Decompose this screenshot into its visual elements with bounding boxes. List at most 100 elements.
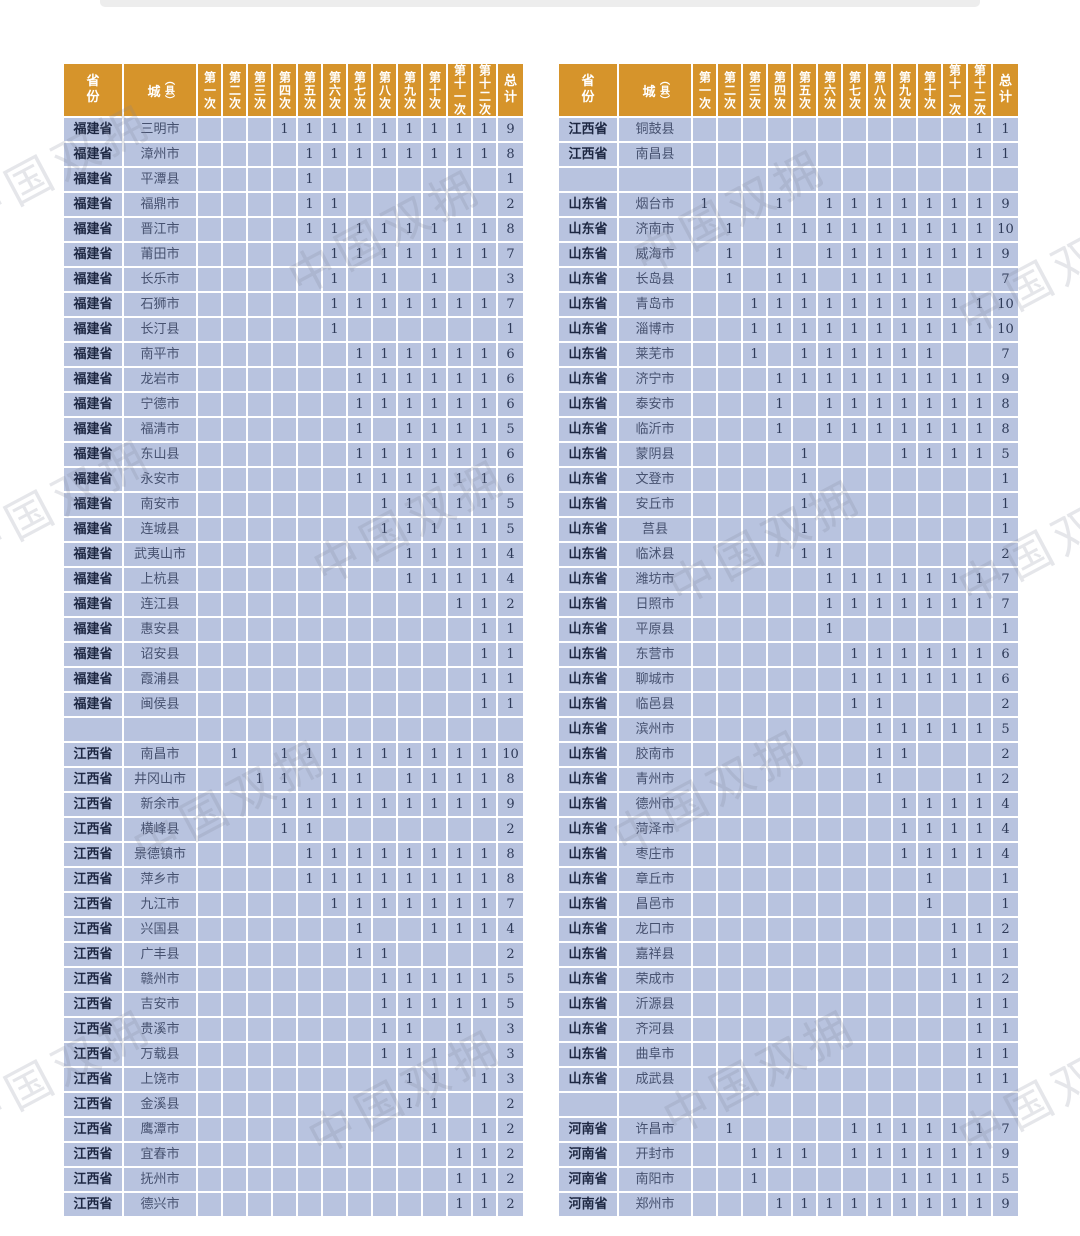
value-cell [323,1018,346,1041]
table-wrapper-left: 省 份城（县） 第一次 第二次 第三次 第四次 第五次 第六次 第七次 第八次 第九次 第十次 第十一… [62,62,525,1218]
total-cell: 10 [993,293,1018,316]
value-cell [868,518,891,541]
value-cell [323,1093,346,1116]
value-cell [793,793,816,816]
value-cell: 1 [968,1193,991,1216]
value-cell [448,1068,471,1091]
value-cell [223,368,246,391]
visit-header-label: 第八次 [377,70,392,110]
value-cell: 1 [373,218,396,241]
province-cell: 山东省 [559,718,617,741]
value-cell [273,218,296,241]
value-cell: 1 [843,1118,866,1141]
total-cell: 9 [993,1193,1018,1216]
table-row: 河南省 南阳市 1 1 1 1 1 5 [559,1168,1018,1191]
value-cell [943,1093,966,1116]
value-cell [273,1193,296,1216]
value-cell [223,268,246,291]
value-cell [398,818,421,841]
value-cell: 1 [843,668,866,691]
table-row: 山东省 菏泽市 1 1 1 1 4 [559,818,1018,841]
value-cell [768,768,791,791]
province-cell: 江西省 [559,143,617,166]
value-cell [868,868,891,891]
value-cell [273,168,296,191]
value-cell [273,893,296,916]
value-cell [273,843,296,866]
table-row: 山东省 文登市 1 1 [559,468,1018,491]
value-cell: 1 [448,743,471,766]
value-cell [348,1068,371,1091]
table-row: 江西省 金溪县 1 1 2 [64,1093,523,1116]
value-cell: 1 [373,743,396,766]
city-cell: 平潭县 [124,168,196,191]
value-cell [743,1018,766,1041]
value-cell [373,768,396,791]
value-cell: 1 [323,768,346,791]
city-cell: 菏泽市 [619,818,691,841]
value-cell [198,793,221,816]
value-cell [918,468,941,491]
city-cell: 新余市 [124,793,196,816]
province-cell: 江西省 [64,968,122,991]
total-cell: 1 [993,618,1018,641]
value-cell [843,943,866,966]
value-cell: 1 [448,368,471,391]
value-cell: 1 [448,518,471,541]
value-cell [693,318,716,341]
total-cell: 1 [993,1068,1018,1091]
value-cell [693,468,716,491]
value-cell [248,743,271,766]
value-cell [818,768,841,791]
value-cell: 1 [793,443,816,466]
province-cell: 山东省 [559,643,617,666]
value-cell [793,1018,816,1041]
value-cell: 1 [843,218,866,241]
value-cell [348,1143,371,1166]
value-cell [818,793,841,816]
table-row: 山东省 日照市 1 1 1 1 1 1 1 7 [559,593,1018,616]
value-cell [968,868,991,891]
value-cell [248,368,271,391]
value-cell: 1 [918,793,941,816]
value-cell [868,468,891,491]
value-cell [348,643,371,666]
value-cell [918,543,941,566]
value-cell [223,543,246,566]
value-cell [693,918,716,941]
value-cell [893,993,916,1016]
table-row: 山东省 济宁市 1 1 1 1 1 1 1 1 1 9 [559,368,1018,391]
col-header-visit-3: 第三次 [248,64,271,116]
value-cell [718,318,741,341]
value-cell: 1 [743,1143,766,1166]
value-cell [793,168,816,191]
value-cell [893,968,916,991]
value-cell: 1 [868,1143,891,1166]
value-cell [693,1193,716,1216]
province-cell: 福建省 [64,393,122,416]
value-cell: 1 [423,968,446,991]
table-row: 山东省 莒县 1 1 [559,518,1018,541]
total-cell: 8 [993,418,1018,441]
table-row: 福建省 平潭县 1 1 [64,168,523,191]
value-cell: 1 [843,693,866,716]
value-cell [223,1093,246,1116]
value-cell [693,693,716,716]
value-cell: 1 [423,1093,446,1116]
value-cell [248,193,271,216]
col-header-visit-10: 第十次 [423,64,446,116]
value-cell [793,193,816,216]
value-cell [473,943,496,966]
value-cell [398,268,421,291]
value-cell [818,693,841,716]
value-cell: 1 [968,793,991,816]
value-cell [198,418,221,441]
total-cell: 9 [498,793,523,816]
table-row: 山东省 莱芜市 1 1 1 1 1 1 1 7 [559,343,1018,366]
value-cell [793,943,816,966]
visit-header-label: 第十二次 [477,64,492,116]
value-cell: 1 [968,843,991,866]
value-cell [248,118,271,141]
province-cell: 河南省 [559,1118,617,1141]
value-cell [818,943,841,966]
